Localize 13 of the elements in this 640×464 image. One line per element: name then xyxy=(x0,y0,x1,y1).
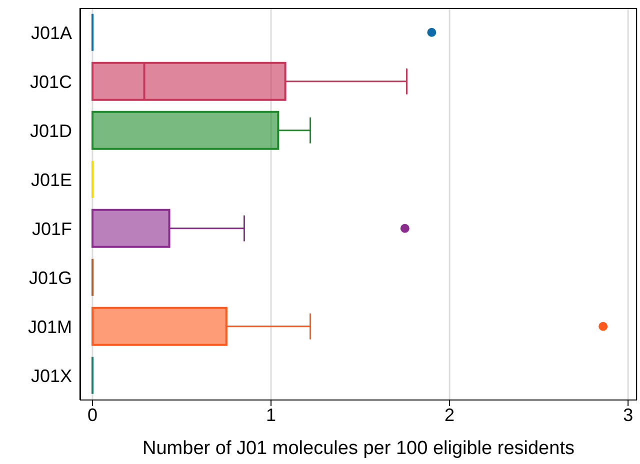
y-tick-label: J01F xyxy=(32,218,72,239)
y-tick-label: J01M xyxy=(28,316,72,337)
x-tick-label: 0 xyxy=(87,404,98,425)
x-tick-label: 1 xyxy=(266,404,276,425)
x-tick-label: 3 xyxy=(623,404,634,425)
y-tick-label: J01E xyxy=(30,170,72,190)
x-tick-label: 2 xyxy=(444,404,455,425)
x-axis-title: Number of J01 molecules per 100 eligible residents xyxy=(142,438,574,459)
y-tick-label: J01X xyxy=(30,366,72,386)
y-tick-label: J01A xyxy=(30,22,72,43)
y-tick-label: J01D xyxy=(30,120,72,141)
y-tick-label: J01C xyxy=(30,72,72,92)
y-tick-label: J01G xyxy=(28,268,72,288)
